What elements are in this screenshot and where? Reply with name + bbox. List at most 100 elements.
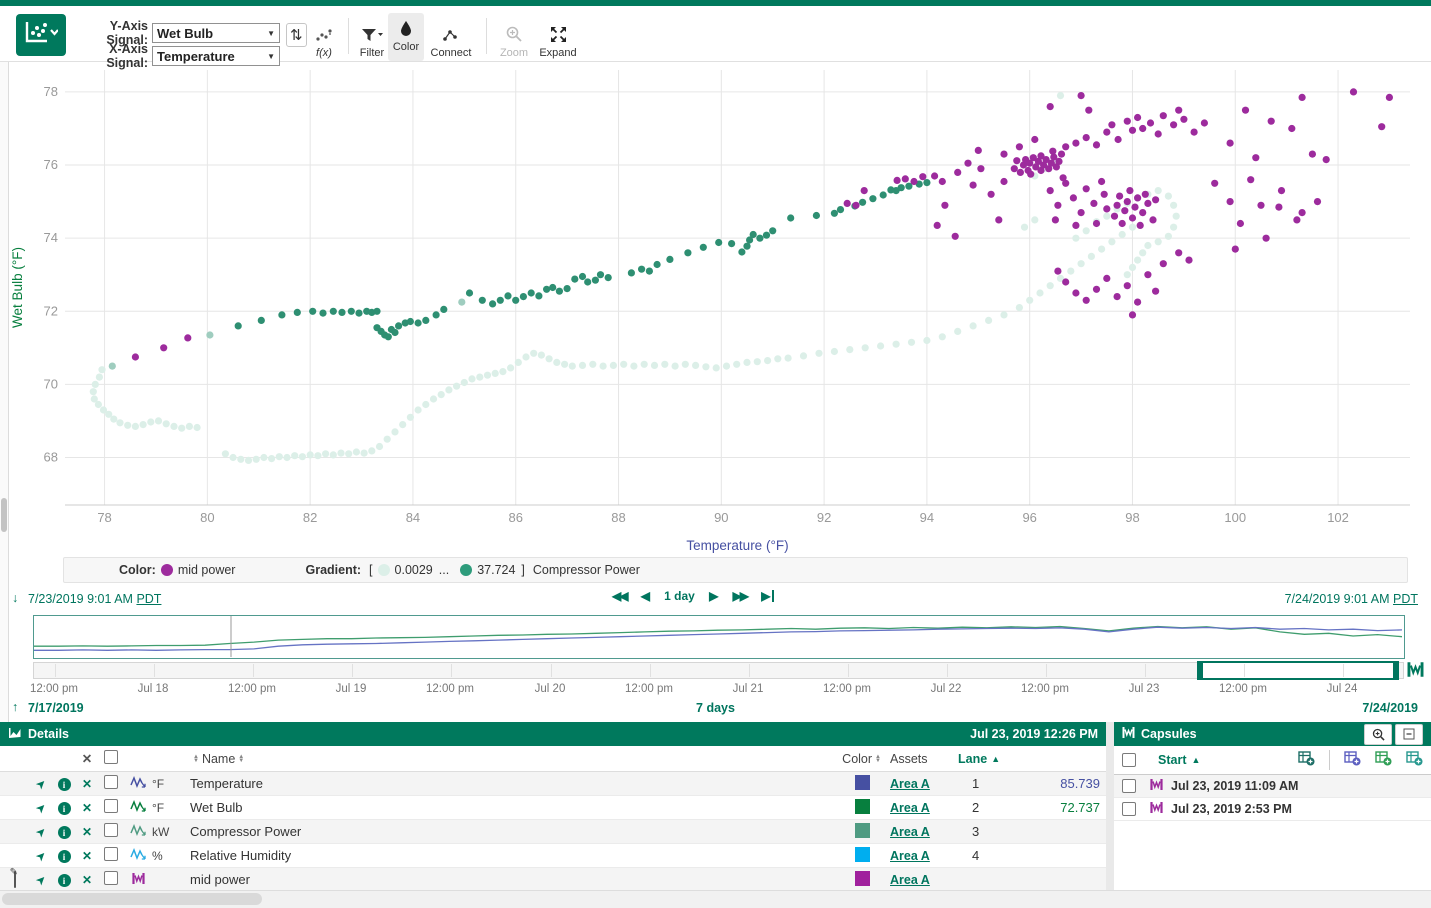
start-column-header[interactable]: Start ▲ xyxy=(1158,753,1201,767)
connect-button[interactable]: Connect xyxy=(426,15,476,59)
row-checkbox[interactable] xyxy=(104,775,118,789)
horizontal-scrollbar-thumb[interactable] xyxy=(2,893,262,905)
navigate-icon[interactable]: ➤ xyxy=(32,823,50,841)
step-back-fast-button[interactable]: ◀◀ xyxy=(612,589,629,603)
timeline-tick xyxy=(749,664,750,677)
step-forward-button[interactable]: ▶ xyxy=(709,589,719,603)
color-swatch[interactable] xyxy=(855,798,870,814)
asset-link[interactable]: Area A xyxy=(890,777,930,791)
navigate-icon[interactable]: ➤ xyxy=(32,847,50,865)
timeline-tick-label: 12:00 pm xyxy=(426,683,474,695)
legend-gradient-label: Gradient: xyxy=(305,563,362,577)
capsules-collapse-button[interactable] xyxy=(1395,723,1423,745)
remove-all-icon[interactable]: ✕ xyxy=(81,752,93,766)
asset-link[interactable]: Area A xyxy=(890,801,930,815)
navigate-icon[interactable]: ➤ xyxy=(32,799,50,817)
range-step-controls: ◀◀ ◀ 1 day ▶ ▶▶ ▶ xyxy=(612,589,774,603)
timeline-tick xyxy=(551,664,552,677)
investigate-start-date[interactable]: 7/17/2019 xyxy=(28,701,84,715)
assets-column-header[interactable]: Assets xyxy=(890,751,928,766)
timeline-selection-window[interactable] xyxy=(1197,661,1399,680)
swap-axes-button[interactable]: ⇅ xyxy=(286,23,307,47)
add-column-button[interactable] xyxy=(1375,751,1392,769)
scatter-plot-view-button[interactable] xyxy=(16,14,66,56)
lane-number: 1 xyxy=(972,776,980,791)
info-icon[interactable]: i xyxy=(57,802,71,816)
timeline-tick-label: 12:00 pm xyxy=(30,683,78,695)
filter-button[interactable]: Filter xyxy=(352,15,392,59)
capsule-row[interactable]: Jul 23, 2019 2:53 PM xyxy=(1114,798,1431,821)
capsule-time-icon[interactable] xyxy=(1407,661,1424,683)
remove-icon[interactable]: ✕ xyxy=(81,801,93,815)
timezone-link[interactable]: PDT xyxy=(1393,592,1418,606)
left-scrollbar-thumb[interactable] xyxy=(1,498,7,532)
navigate-icon[interactable]: ➤ xyxy=(32,871,50,889)
remove-icon[interactable]: ✕ xyxy=(81,849,93,863)
capsules-select-all-checkbox[interactable] xyxy=(1122,753,1136,767)
color-column-header[interactable]: Color ▲ ▼ xyxy=(842,751,881,766)
timeline-tick xyxy=(352,664,353,677)
fx-tool-button[interactable]: f(x) xyxy=(306,15,342,59)
capsule-icon xyxy=(1150,779,1163,790)
x-axis-signal-select[interactable]: Temperature ▼ xyxy=(152,46,280,66)
row-checkbox[interactable] xyxy=(104,823,118,837)
capsule-row[interactable]: Jul 23, 2019 11:09 AM xyxy=(1114,775,1431,798)
capsules-zoom-button[interactable] xyxy=(1364,723,1392,745)
info-icon[interactable]: i xyxy=(57,826,71,840)
navigate-icon[interactable]: ➤ xyxy=(32,775,50,793)
capsules-toolbar-icons xyxy=(1298,750,1423,770)
investigate-start-arrow-icon: ↑ xyxy=(12,700,19,714)
horizontal-scrollbar[interactable] xyxy=(0,890,1431,908)
info-icon[interactable]: i xyxy=(57,874,71,888)
svg-text:84: 84 xyxy=(406,510,420,525)
edit-icon[interactable] xyxy=(14,871,16,888)
investigate-end-date[interactable]: 7/24/2019 xyxy=(1362,701,1418,715)
details-timestamp: Jul 23, 2019 12:26 PM xyxy=(970,727,1098,741)
info-icon[interactable]: i xyxy=(57,778,71,792)
selection-left-handle[interactable] xyxy=(1198,662,1203,679)
display-range-row: ↓ 7/23/2019 9:01 AM PDT ◀◀ ◀ 1 day ▶ ▶▶ … xyxy=(0,589,1431,611)
color-swatch[interactable] xyxy=(855,822,870,838)
row-checkbox[interactable] xyxy=(104,871,118,885)
remove-icon[interactable]: ✕ xyxy=(81,873,93,887)
name-column-header[interactable]: ▲ ▼ Name ▲ ▼ xyxy=(193,751,245,766)
svg-text:102: 102 xyxy=(1327,510,1349,525)
remove-icon[interactable]: ✕ xyxy=(81,777,93,791)
capsule-checkbox[interactable] xyxy=(1122,779,1136,793)
step-back-button[interactable]: ◀ xyxy=(640,589,650,603)
select-all-checkbox[interactable] xyxy=(104,750,118,764)
color-swatch[interactable] xyxy=(855,846,870,862)
asset-link[interactable]: Area A xyxy=(890,873,930,887)
color-swatch[interactable] xyxy=(855,870,870,886)
color-button[interactable]: Color xyxy=(388,13,424,61)
timeline-scrollbar-track[interactable] xyxy=(33,661,1404,680)
step-size-label[interactable]: 1 day xyxy=(664,589,695,603)
info-icon[interactable]: i xyxy=(57,850,71,864)
investigate-duration[interactable]: 7 days xyxy=(696,701,735,715)
panel-divider[interactable] xyxy=(1106,722,1114,890)
asset-link[interactable]: Area A xyxy=(890,825,930,839)
svg-text:100: 100 xyxy=(1224,510,1246,525)
asset-link[interactable]: Area A xyxy=(890,849,930,863)
row-checkbox[interactable] xyxy=(104,847,118,861)
step-to-end-button[interactable]: ▶ xyxy=(761,589,774,603)
y-axis-signal-select[interactable]: Wet Bulb ▼ xyxy=(152,23,280,43)
add-column-button[interactable] xyxy=(1298,751,1315,769)
scatter-chart-icon xyxy=(24,20,59,51)
gradient-bracket-open: [ xyxy=(369,563,373,577)
zoom-button[interactable]: Zoom xyxy=(494,15,534,59)
step-forward-fast-button[interactable]: ▶▶ xyxy=(732,589,750,603)
color-swatch[interactable] xyxy=(855,774,870,790)
remove-icon[interactable]: ✕ xyxy=(81,825,93,839)
y-axis-signal-label: Y-Axis Signal: xyxy=(106,19,148,47)
selection-right-handle[interactable] xyxy=(1393,662,1398,679)
lane-column-header[interactable]: Lane ▲ xyxy=(958,751,1001,766)
timeline-tick xyxy=(1046,664,1047,677)
timezone-link[interactable]: PDT xyxy=(136,592,162,606)
capsule-checkbox[interactable] xyxy=(1122,802,1136,816)
expand-button[interactable]: Expand xyxy=(536,15,580,59)
add-column-button[interactable] xyxy=(1344,751,1361,769)
add-column-button[interactable] xyxy=(1406,751,1423,769)
trend-preview-strip[interactable] xyxy=(33,615,1405,659)
row-checkbox[interactable] xyxy=(104,799,118,813)
